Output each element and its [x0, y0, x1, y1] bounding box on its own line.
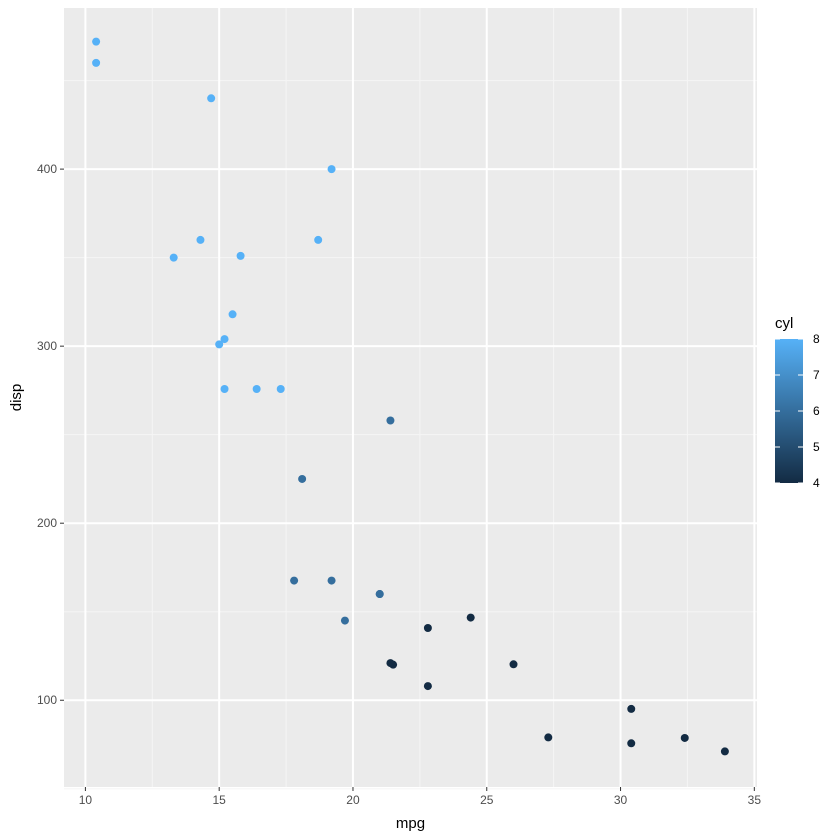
legend-tick-label: 4 — [813, 476, 820, 490]
data-point — [544, 733, 553, 742]
major-gridlines — [64, 8, 757, 787]
data-point — [509, 660, 518, 669]
data-point — [92, 58, 101, 67]
x-tick-label: 35 — [748, 793, 762, 807]
x-tick-label: 25 — [480, 793, 494, 807]
x-axis: 10 15 20 25 30 35 — [79, 787, 762, 807]
data-point — [228, 310, 237, 319]
data-point — [207, 94, 216, 103]
data-point — [252, 385, 261, 394]
data-point — [196, 235, 205, 244]
data-point — [327, 576, 336, 585]
x-tick-label: 20 — [346, 793, 360, 807]
data-point — [386, 416, 395, 425]
data-point — [327, 165, 336, 174]
y-tick-label: 300 — [37, 339, 57, 353]
data-points — [92, 37, 729, 756]
legend-tick-label: 7 — [813, 368, 820, 382]
legend-tick-label: 8 — [813, 332, 820, 346]
x-tick-label: 15 — [213, 793, 227, 807]
legend-tick-label: 6 — [813, 404, 820, 418]
y-tick-label: 100 — [37, 693, 57, 707]
data-point — [340, 616, 349, 625]
legend-tick-label: 5 — [813, 440, 820, 454]
x-axis-title: mpg — [396, 815, 425, 832]
data-point — [466, 613, 475, 622]
data-point — [680, 733, 689, 742]
data-point — [423, 682, 432, 691]
data-point — [423, 624, 432, 633]
data-point — [92, 37, 101, 46]
x-tick-label: 30 — [614, 793, 628, 807]
y-axis-title: disp — [8, 384, 25, 412]
data-point — [276, 385, 285, 394]
data-point — [236, 251, 245, 260]
legend-ticks: 4 5 6 7 8 — [775, 332, 820, 490]
data-point — [215, 340, 224, 349]
data-point — [220, 385, 229, 394]
data-point — [386, 659, 395, 668]
data-point — [220, 335, 229, 344]
data-point — [627, 704, 636, 713]
y-tick-label: 200 — [37, 516, 57, 530]
data-point — [298, 474, 307, 483]
data-point — [375, 590, 384, 599]
color-legend: cyl 4 5 6 7 8 — [775, 315, 820, 490]
y-axis: 100 200 300 400 — [37, 162, 64, 707]
data-point — [290, 576, 299, 585]
data-point — [314, 235, 323, 244]
minor-gridlines — [64, 8, 757, 790]
legend-title: cyl — [775, 315, 793, 332]
data-point — [627, 739, 636, 748]
data-point — [169, 253, 178, 262]
data-point — [720, 747, 729, 756]
plot-panel — [64, 8, 757, 787]
y-tick-label: 400 — [37, 162, 57, 176]
x-tick-label: 10 — [79, 793, 93, 807]
